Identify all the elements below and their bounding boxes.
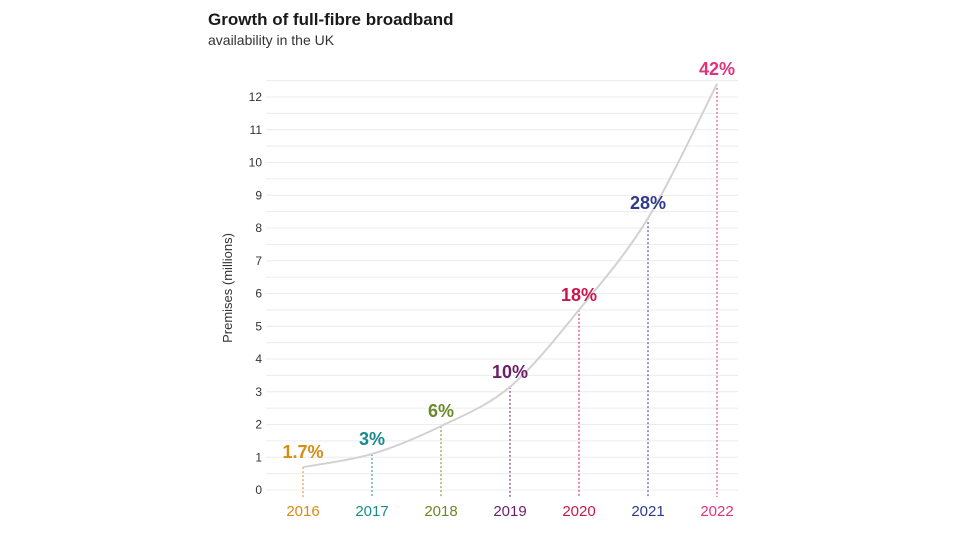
data-label: 3%	[359, 429, 385, 449]
data-label: 28%	[630, 193, 666, 213]
x-tick-label: 2018	[424, 503, 457, 520]
x-tick-label: 2017	[355, 503, 388, 520]
y-tick-label: 12	[249, 90, 263, 104]
chart-title: Growth of full-fibre broadband	[208, 10, 454, 29]
y-tick-label: 3	[255, 385, 262, 399]
y-tick-label: 4	[255, 352, 262, 366]
x-tick-label: 2022	[700, 503, 733, 520]
y-axis-label: Premises (millions)	[220, 233, 235, 343]
x-axis-ticks: 2016 2017 2018 2019 2020 2021 2022	[286, 503, 733, 520]
x-tick-label: 2021	[631, 503, 664, 520]
y-tick-label: 10	[249, 156, 263, 170]
y-tick-label: 5	[255, 319, 262, 333]
data-label: 18%	[561, 285, 597, 305]
y-tick-label: 1	[255, 450, 262, 464]
x-tick-label: 2020	[562, 503, 595, 520]
chart-subtitle: availability in the UK	[208, 32, 335, 48]
y-tick-label: 9	[255, 188, 262, 202]
data-label: 6%	[428, 401, 454, 421]
y-tick-label: 0	[255, 483, 262, 497]
data-labels: 1.7% 3% 6% 10% 18% 28% 42%	[282, 59, 735, 462]
x-tick-label: 2019	[493, 503, 526, 520]
y-tick-label: 7	[255, 254, 262, 268]
series-line	[302, 83, 718, 469]
y-tick-label: 11	[250, 123, 263, 137]
x-tick-label: 2016	[286, 503, 319, 520]
y-tick-label: 8	[255, 221, 262, 235]
drop-lines	[302, 83, 718, 497]
y-tick-label: 2	[255, 418, 262, 432]
data-label: 42%	[699, 59, 735, 79]
data-label: 1.7%	[282, 442, 323, 462]
y-tick-label: 6	[255, 287, 262, 301]
grid-lines	[266, 80, 738, 491]
data-label: 10%	[492, 362, 528, 382]
